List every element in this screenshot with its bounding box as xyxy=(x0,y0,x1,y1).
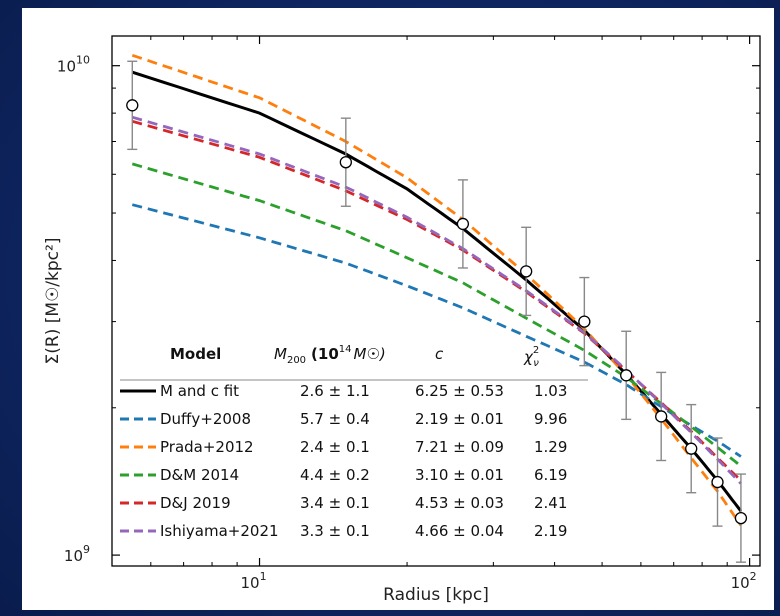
series-line-d-m-2014 xyxy=(131,162,742,468)
plot-area xyxy=(112,36,760,566)
legend-table: Model M200 (1014 M☉) c χ2 ν M and c fit 2.6 … xyxy=(120,344,588,540)
legend-row-prada-2012: Prada+2012 2.4 ± 0.1 7.21 ± 0.09 1.29 xyxy=(120,438,567,456)
ticks-layer: 101 102 109 1010 xyxy=(57,36,760,592)
table-header-m200: M200 (1014 M☉) xyxy=(274,344,386,366)
legend-row-d-j-2019: D&J 2019 3.4 ± 0.1 4.53 ± 0.03 2.41 xyxy=(120,494,567,512)
series-line-duffy-2008 xyxy=(131,203,742,458)
x-tick-label: 101 xyxy=(240,570,266,592)
c-value: 3.10 ± 0.01 xyxy=(415,466,504,484)
m200-value: 2.6 ± 1.1 xyxy=(300,382,370,400)
legend-row-ishiyama-2021: Ishiyama+2021 3.3 ± 0.1 4.66 ± 0.04 2.19 xyxy=(120,522,567,540)
m200-value: 3.4 ± 0.1 xyxy=(300,494,370,512)
data-point xyxy=(456,179,470,269)
chi2-value: 1.03 xyxy=(534,382,567,400)
x-tick-label: 102 xyxy=(731,570,757,592)
chi2-value: 1.29 xyxy=(534,438,567,456)
c-value: 4.66 ± 0.04 xyxy=(415,522,504,540)
chi2-value: 6.19 xyxy=(534,466,567,484)
chi2-value: 2.19 xyxy=(534,522,567,540)
chi2-value: 9.96 xyxy=(534,410,567,428)
legend-label: Prada+2012 xyxy=(160,438,254,456)
legend-label: M and c fit xyxy=(160,382,239,400)
c-value: 4.53 ± 0.03 xyxy=(415,494,504,512)
data-point xyxy=(620,330,633,421)
series-line-m-and-c-fit xyxy=(131,70,743,513)
data-point xyxy=(339,117,352,207)
legend-label: D&M 2014 xyxy=(160,466,239,484)
c-value: 6.25 ± 0.53 xyxy=(415,382,504,400)
data-point xyxy=(126,60,139,151)
data-point xyxy=(711,437,724,527)
data-point xyxy=(734,473,748,563)
data-point xyxy=(520,226,533,317)
table-header-c: c xyxy=(435,345,444,363)
table-header-model: Model xyxy=(170,345,221,363)
table-header-chi2: χ2 ν xyxy=(523,345,539,369)
c-value: 2.19 ± 0.01 xyxy=(415,410,504,428)
legend-row-d-m-2014: D&M 2014 4.4 ± 0.2 3.10 ± 0.01 6.19 xyxy=(120,466,567,484)
chi2-value: 2.41 xyxy=(534,494,567,512)
series-line-ishiyama-2021 xyxy=(131,115,742,485)
plot-frame xyxy=(111,35,761,567)
m200-value: 2.4 ± 0.1 xyxy=(300,438,370,456)
m200-value: 4.4 ± 0.2 xyxy=(300,466,370,484)
y-tick-label: 109 xyxy=(64,543,90,565)
c-value: 7.21 ± 0.09 xyxy=(415,438,504,456)
legend-label: Duffy+2008 xyxy=(160,410,251,428)
x-axis-title: Radius [kpc] xyxy=(383,585,489,605)
series-line-prada-2012 xyxy=(131,53,743,527)
y-axis-title: Σ(R) [M☉/kpc²] xyxy=(43,238,63,365)
data-point xyxy=(685,403,698,494)
legend-row-duffy-2008: Duffy+2008 5.7 ± 0.4 2.19 ± 0.01 9.96 xyxy=(120,410,567,428)
observation-layer xyxy=(126,60,748,563)
figure-panel: 101 102 109 1010 Radius [kpc] Σ(R) [M☉/kpc²… xyxy=(22,8,774,610)
data-point xyxy=(578,276,591,367)
y-tick-label: 1010 xyxy=(57,54,90,76)
legend-label: D&J 2019 xyxy=(160,494,231,512)
series-layer xyxy=(131,53,743,527)
chart-svg: 101 102 109 1010 Radius [kpc] Σ(R) [M☉/kpc²… xyxy=(43,35,761,605)
legend-row-m-and-c-fit: M and c fit 2.6 ± 1.1 6.25 ± 0.53 1.03 xyxy=(120,382,567,400)
legend-label: Ishiyama+2021 xyxy=(160,522,279,540)
data-point xyxy=(655,371,668,462)
m200-value: 3.3 ± 0.1 xyxy=(300,522,370,540)
m200-value: 5.7 ± 0.4 xyxy=(300,410,370,428)
